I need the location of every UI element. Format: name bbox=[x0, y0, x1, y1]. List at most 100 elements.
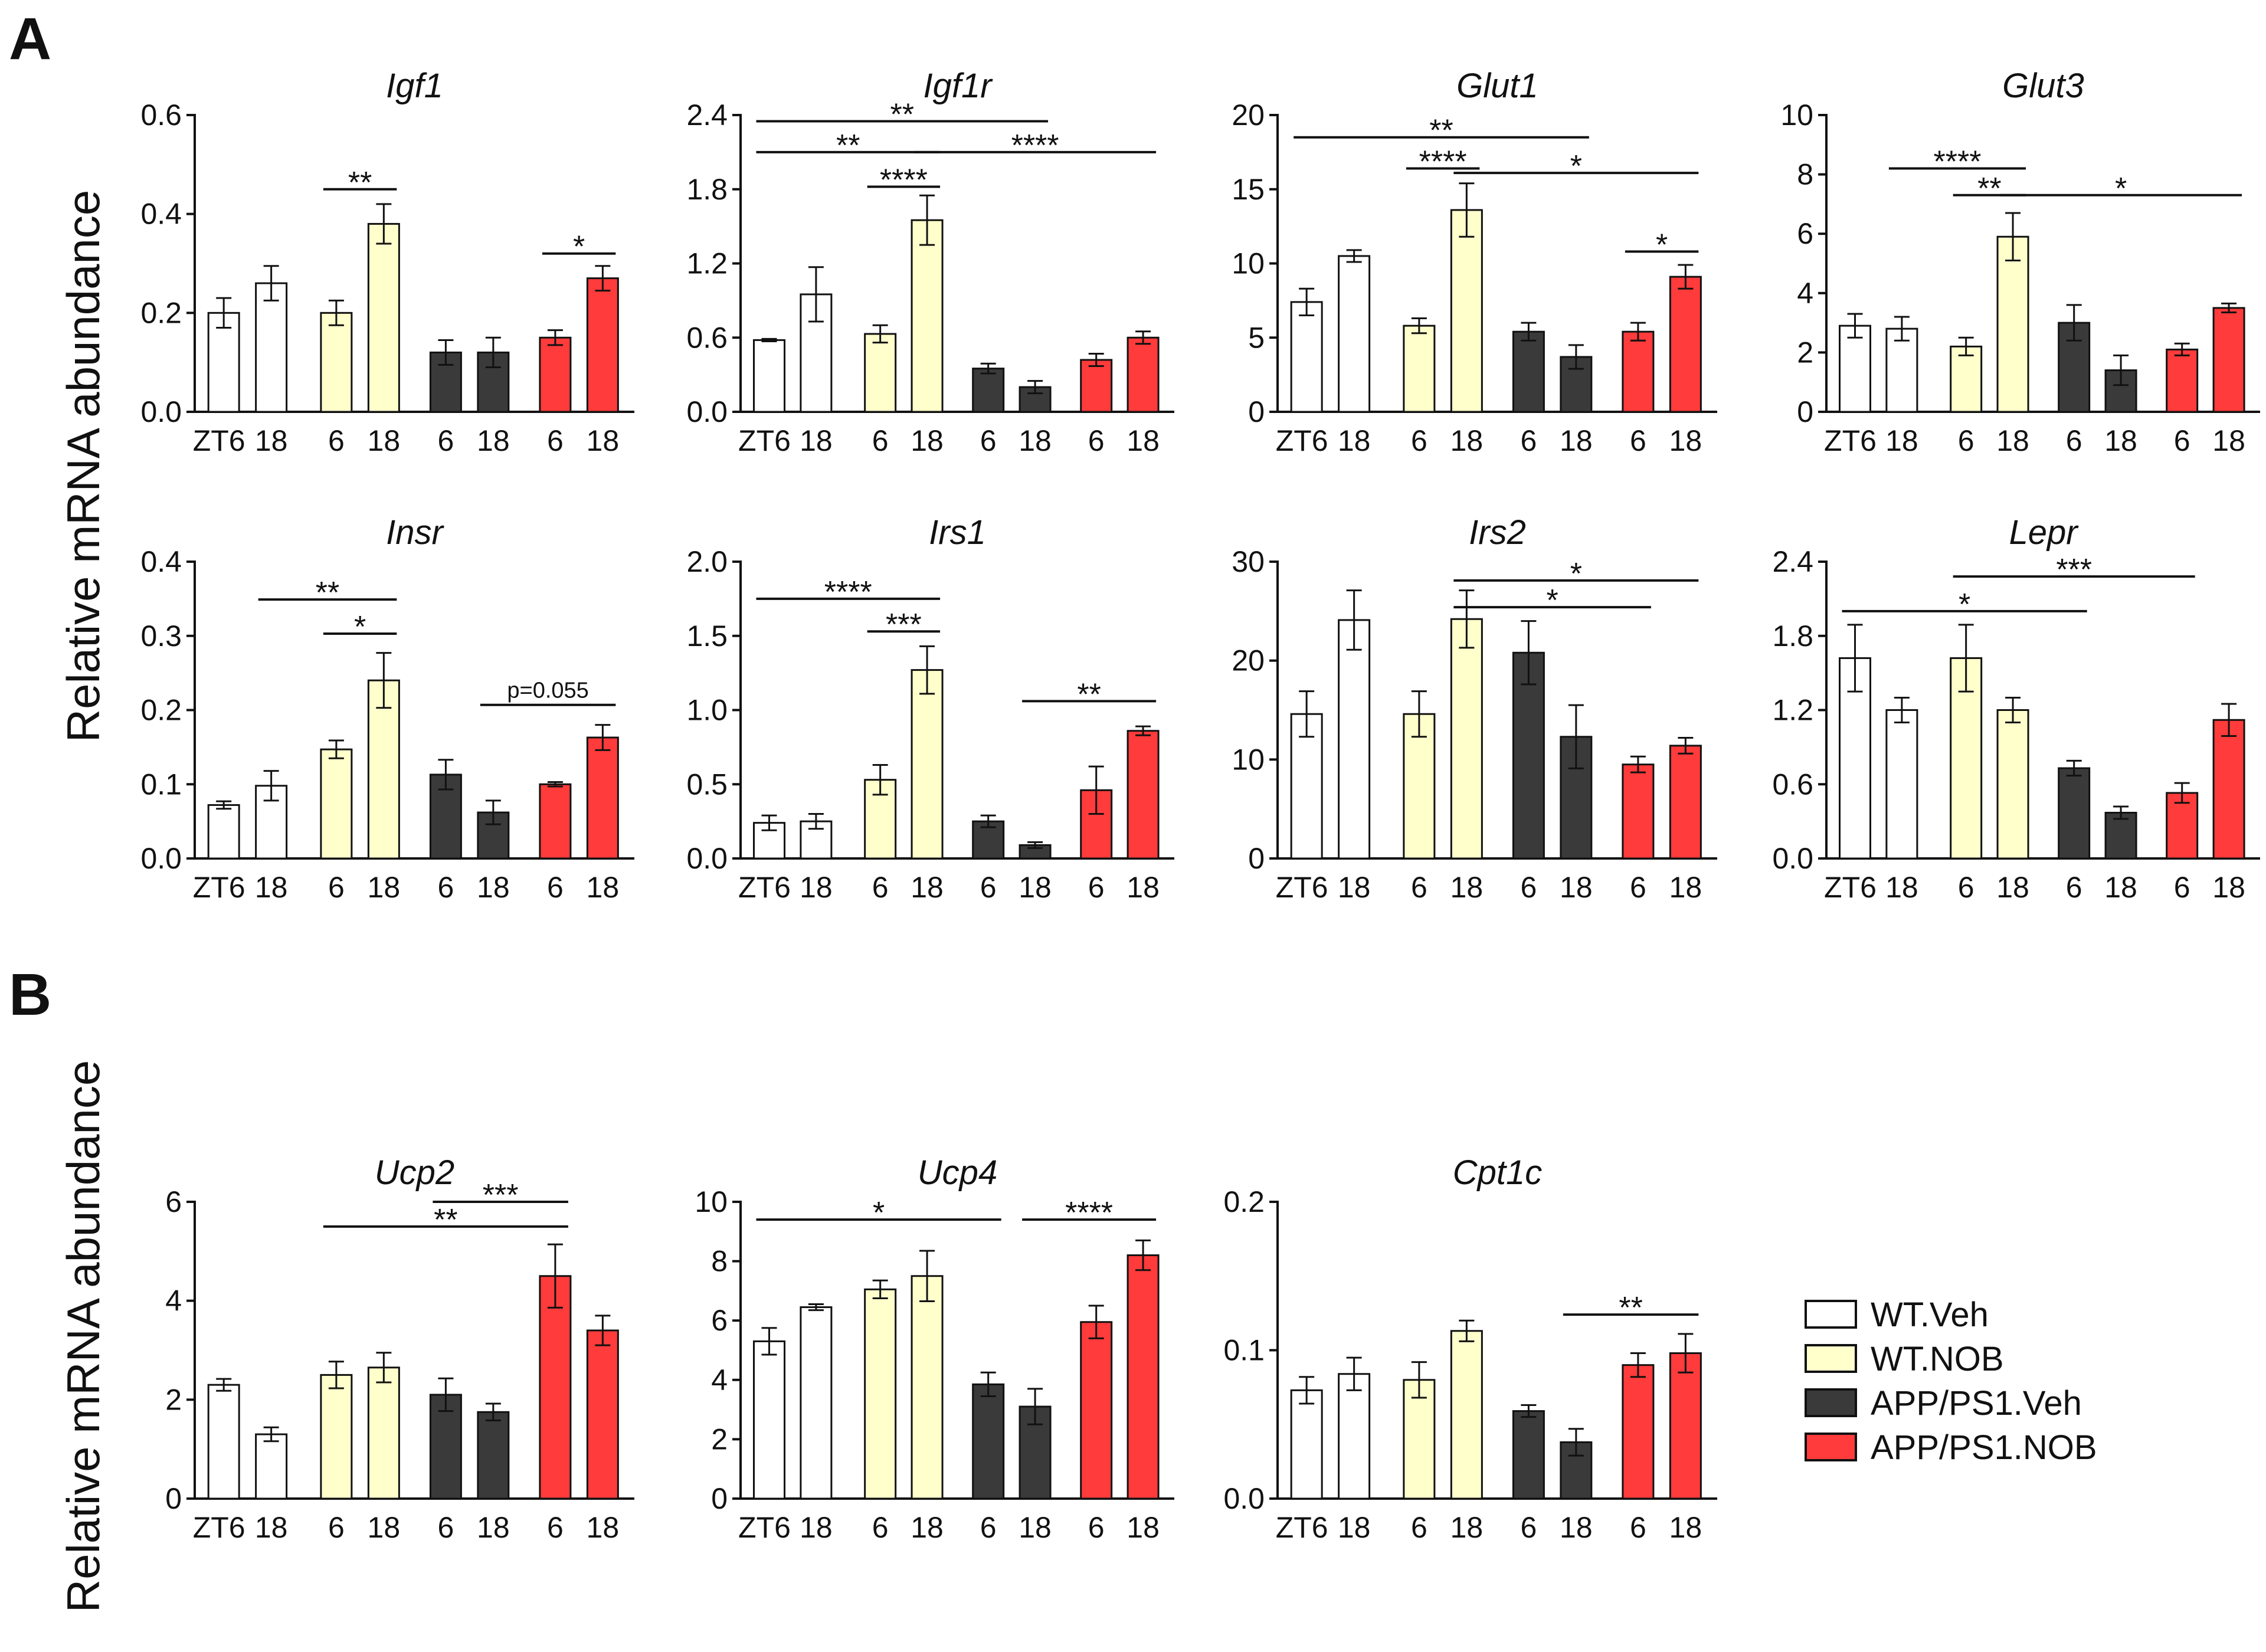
bar-cpt1c-wt-veh bbox=[1338, 1373, 1371, 1500]
x-tick-label-irs1: ZT6 bbox=[738, 871, 791, 904]
significance-label-lepr: * bbox=[1959, 588, 1970, 622]
bar-irs2-wt-veh bbox=[1290, 713, 1323, 860]
bar-ucp2-wt-nob bbox=[367, 1366, 400, 1500]
y-tick-label-igf1: 0.2 bbox=[140, 296, 182, 329]
y-tick-label-ucp4: 6 bbox=[711, 1304, 728, 1337]
y-tick-label-glut1: 15 bbox=[1232, 173, 1265, 206]
y-tick-label-lepr: 2.4 bbox=[1772, 545, 1813, 578]
y-tick-label-igf1r: 0.0 bbox=[686, 395, 728, 428]
x-tick-label-glut3: 18 bbox=[1885, 424, 1918, 457]
y-tick-label-ucp4: 0 bbox=[711, 1482, 728, 1515]
bar-lepr-app-ps1-veh bbox=[2104, 811, 2137, 860]
bar-insr-wt-veh bbox=[207, 804, 240, 860]
x-tick-label-irs2: 18 bbox=[1338, 871, 1371, 904]
bar-glut3-wt-veh bbox=[1885, 327, 1918, 413]
bar-insr-wt-nob bbox=[320, 748, 353, 860]
chart-title-ucp4: Ucp4 bbox=[918, 1153, 997, 1192]
y-tick-label-lepr: 1.8 bbox=[1772, 620, 1813, 653]
x-tick-label-irs2: 18 bbox=[1560, 871, 1593, 904]
y-tick-label-irs1: 1.0 bbox=[686, 694, 728, 727]
y-tick-label-cpt1c: 0.1 bbox=[1223, 1334, 1265, 1367]
y-tick-label-insr: 0.1 bbox=[140, 768, 182, 801]
bar-igf1-app-ps1-nob bbox=[539, 336, 572, 413]
significance-label-glut1: * bbox=[1656, 228, 1668, 262]
y-tick-label-irs2: 0 bbox=[1248, 842, 1265, 875]
legend-swatch-app-nob bbox=[1805, 1433, 1857, 1461]
y-tick-label-igf1r: 0.6 bbox=[686, 321, 728, 354]
bar-lepr-wt-veh bbox=[1839, 657, 1872, 860]
x-tick-label-igf1: 6 bbox=[547, 424, 564, 457]
x-tick-label-irs2: 18 bbox=[1450, 871, 1484, 904]
x-tick-label-cpt1c: 6 bbox=[1411, 1511, 1427, 1544]
chart-irs2: Irs2 0 10 20 30 ZT6 18 6 18 6 18 6 18 * * bbox=[1232, 513, 1717, 904]
x-tick-label-cpt1c: 18 bbox=[1669, 1511, 1702, 1544]
x-tick-label-lepr: 18 bbox=[1996, 871, 2029, 904]
significance-label-igf1r: ** bbox=[890, 97, 914, 132]
bar-irs2-app-ps1-veh bbox=[1512, 651, 1545, 860]
legend-label-app-nob: APP/PS1.NOB bbox=[1871, 1428, 2097, 1467]
significance-label-insr: p=0.055 bbox=[507, 678, 588, 703]
bar-ucp4-wt-nob bbox=[911, 1275, 944, 1500]
bar-ucp2-app-ps1-nob bbox=[539, 1275, 572, 1500]
x-tick-label-insr: 18 bbox=[255, 871, 288, 904]
bar-glut3-wt-nob bbox=[1996, 235, 2029, 413]
chart-title-glut1: Glut1 bbox=[1456, 67, 1538, 105]
bar-lepr-wt-nob bbox=[1996, 709, 2029, 860]
y-tick-label-igf1: 0.6 bbox=[140, 99, 182, 132]
bar-irs2-wt-nob bbox=[1450, 618, 1483, 860]
x-tick-label-ucp2: ZT6 bbox=[193, 1511, 245, 1544]
x-tick-label-insr: 18 bbox=[368, 871, 401, 904]
x-tick-label-cpt1c: 6 bbox=[1630, 1511, 1646, 1544]
x-tick-label-igf1r: 18 bbox=[1019, 424, 1052, 457]
x-tick-label-igf1r: 18 bbox=[911, 424, 944, 457]
chart-title-irs1: Irs1 bbox=[929, 513, 986, 552]
x-tick-label-insr: 6 bbox=[328, 871, 345, 904]
x-tick-label-glut3: 18 bbox=[2104, 424, 2137, 457]
bar-cpt1c-wt-nob bbox=[1450, 1330, 1483, 1500]
x-tick-label-insr: 18 bbox=[587, 871, 620, 904]
y-tick-label-ucp2: 6 bbox=[165, 1185, 182, 1218]
bar-igf1r-app-ps1-nob bbox=[1127, 336, 1160, 413]
x-tick-label-insr: 6 bbox=[547, 871, 564, 904]
significance-label-ucp2: ** bbox=[434, 1203, 457, 1237]
x-tick-label-lepr: 6 bbox=[2066, 871, 2082, 904]
x-tick-label-igf1r: 6 bbox=[980, 424, 997, 457]
x-tick-label-glut1: 18 bbox=[1669, 424, 1702, 457]
chart-title-ucp2: Ucp2 bbox=[375, 1153, 454, 1192]
chart-title-glut3: Glut3 bbox=[2002, 67, 2084, 105]
legend-label-app-veh: APP/PS1.Veh bbox=[1871, 1384, 2082, 1422]
y-tick-label-cpt1c: 0.2 bbox=[1223, 1185, 1265, 1218]
x-tick-label-ucp4: 18 bbox=[1127, 1511, 1160, 1544]
legend-swatch-app-veh bbox=[1805, 1388, 1857, 1417]
x-tick-label-ucp4: 6 bbox=[980, 1511, 997, 1544]
x-tick-label-cpt1c: ZT6 bbox=[1276, 1511, 1328, 1544]
x-tick-label-cpt1c: 18 bbox=[1338, 1511, 1371, 1544]
bar-cpt1c-app-ps1-nob bbox=[1669, 1352, 1702, 1500]
y-tick-label-glut3: 4 bbox=[1797, 277, 1813, 310]
significance-label-irs1: *** bbox=[886, 608, 922, 642]
x-tick-label-insr: 18 bbox=[477, 871, 510, 904]
chart-cpt1c: Cpt1c 0.0 0.1 0.2 ZT6 18 6 18 6 18 6 18 ** bbox=[1223, 1153, 1717, 1544]
y-tick-label-glut3: 2 bbox=[1797, 336, 1813, 369]
y-axis-label-a: Relative mRNA abundance bbox=[57, 190, 109, 743]
bar-insr-app-ps1-nob bbox=[539, 783, 572, 860]
x-tick-label-glut3: 6 bbox=[2174, 424, 2190, 457]
x-tick-label-insr: 6 bbox=[437, 871, 454, 904]
x-tick-label-igf1: 18 bbox=[368, 424, 401, 457]
significance-label-igf1: * bbox=[573, 230, 585, 264]
y-tick-label-irs1: 1.5 bbox=[686, 620, 728, 653]
bar-glut3-app-ps1-nob bbox=[2166, 348, 2199, 413]
bar-cpt1c-app-ps1-nob bbox=[1622, 1364, 1655, 1500]
significance-label-cpt1c: ** bbox=[1619, 1291, 1642, 1325]
x-tick-label-ucp4: 6 bbox=[1088, 1511, 1105, 1544]
bar-igf1r-app-ps1-veh bbox=[972, 368, 1005, 413]
y-tick-label-glut1: 5 bbox=[1248, 321, 1265, 354]
y-tick-label-irs2: 30 bbox=[1232, 545, 1265, 578]
bar-ucp2-wt-veh bbox=[207, 1384, 240, 1500]
legend-swatch-wt-veh bbox=[1805, 1300, 1857, 1329]
y-tick-label-glut3: 8 bbox=[1797, 158, 1813, 191]
x-tick-label-irs1: 18 bbox=[911, 871, 944, 904]
x-tick-label-ucp2: 6 bbox=[328, 1511, 345, 1544]
